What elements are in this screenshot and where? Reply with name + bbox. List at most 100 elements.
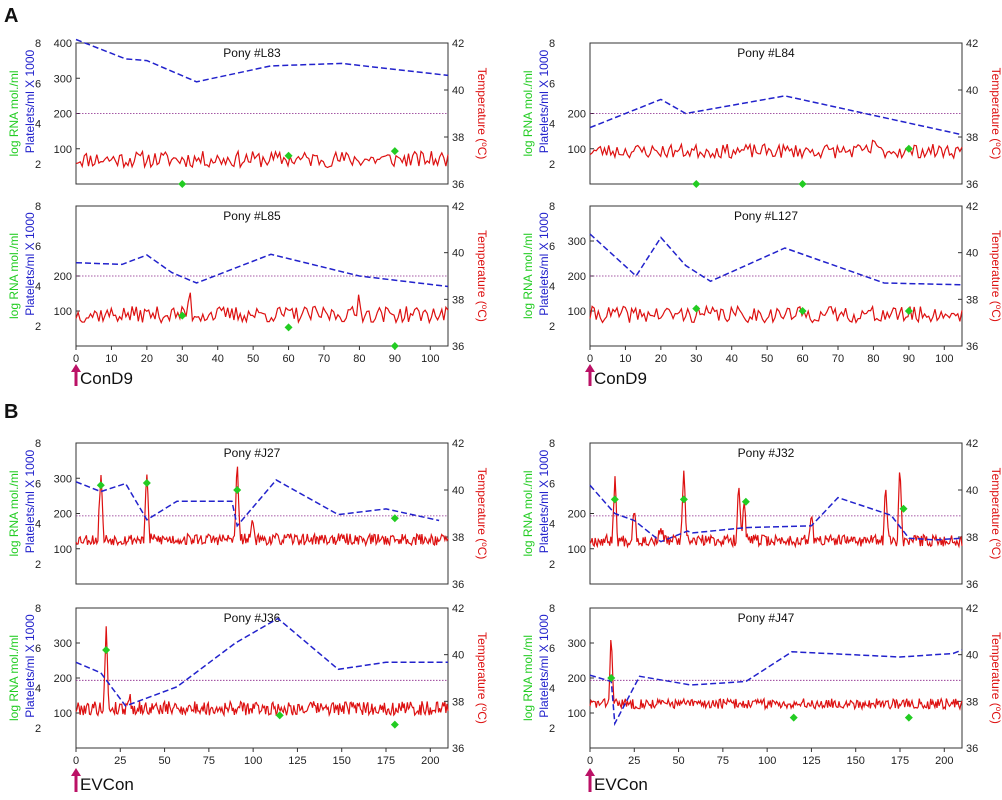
rna-point — [679, 495, 688, 504]
rna-point — [390, 514, 399, 523]
x-tick-label: 100 — [758, 755, 776, 767]
rna-point — [284, 151, 293, 160]
x-tick-label: 80 — [867, 353, 879, 365]
x-tick-label: 25 — [628, 755, 640, 767]
chart-title: Pony #J47 — [738, 611, 795, 625]
platelet-series-line — [589, 484, 963, 543]
rna-axis-label: log RNA mol./ml — [521, 70, 535, 156]
platelet-tick-label: 200 — [54, 271, 72, 283]
rna-tick-label: 6 — [35, 241, 41, 253]
rna-tick-label: 2 — [35, 321, 41, 333]
temperature-tick-label: 38 — [452, 696, 464, 708]
x-tick-label: 90 — [903, 353, 915, 365]
rna-point — [275, 711, 284, 720]
start-arrow-head — [585, 364, 595, 372]
chart-panel: Pony #L85 2 4 6 8 100 200 36 38 40 42 0 10 20 30 40 50 60… — [7, 201, 490, 365]
platelet-series-line — [589, 649, 963, 727]
platelet-tick-label: 100 — [568, 144, 586, 156]
rna-point — [607, 674, 616, 682]
platelet-axis-label: Platelets/ml X 1000 — [537, 212, 551, 316]
temperature-tick-label: 40 — [452, 248, 464, 260]
platelet-tick-label: 100 — [568, 708, 586, 720]
platelet-axis-label: Platelets/ml X 1000 — [537, 49, 551, 153]
chart-title: Pony #J32 — [738, 446, 795, 460]
plot-frame — [589, 442, 963, 585]
x-tick-label: 20 — [141, 353, 153, 365]
rna-tick-label: 4 — [549, 119, 555, 131]
x-tick-label: 125 — [288, 755, 306, 767]
start-marker-label: EVCon — [80, 775, 134, 794]
x-tick-label: 70 — [832, 353, 844, 365]
temperature-tick-label: 38 — [966, 532, 978, 544]
chart-title: Pony #L85 — [223, 209, 281, 223]
platelet-series-line — [589, 233, 963, 286]
temperature-tick-label: 38 — [966, 294, 978, 306]
chart-panel: Pony #J47 2 4 6 8 100 200 300 36 38 40 42 0 25 50 75 100… — [521, 603, 1002, 767]
rna-point — [284, 323, 293, 332]
platelet-tick-label: 300 — [54, 638, 72, 650]
rna-tick-label: 2 — [35, 159, 41, 171]
platelet-tick-label: 100 — [568, 544, 586, 556]
temperature-tick-label: 42 — [452, 38, 464, 50]
platelet-tick-label: 200 — [568, 109, 586, 121]
rna-point — [390, 147, 399, 156]
x-tick-label: 10 — [619, 353, 631, 365]
platelet-tick-label: 200 — [54, 673, 72, 685]
rna-tick-label: 4 — [35, 519, 41, 531]
platelet-tick-label: 200 — [568, 509, 586, 521]
platelet-axis-label: Platelets/ml X 1000 — [23, 212, 37, 316]
rna-tick-label: 8 — [549, 38, 555, 50]
chart-panel: Pony #L127 2 4 6 8 100 200 300 36 38 40 42 0 10 20 30 40… — [521, 201, 1002, 365]
x-tick-label: 20 — [655, 353, 667, 365]
x-tick-label: 40 — [212, 353, 224, 365]
platelet-series-line — [75, 38, 449, 83]
x-tick-label: 10 — [105, 353, 117, 365]
platelet-axis-label: Platelets/ml X 1000 — [23, 449, 37, 553]
rna-axis-label: log RNA mol./ml — [521, 470, 535, 556]
rna-point — [904, 307, 913, 315]
rna-tick-label: 6 — [549, 78, 555, 90]
chart-panel: Pony #L84 2 4 6 8 100 200 36 38 40 42 log RNA mol./… — [521, 38, 1002, 191]
x-tick-label: 200 — [935, 755, 953, 767]
x-tick-label: 0 — [587, 755, 593, 767]
rna-axis-label: log RNA mol./ml — [7, 635, 21, 721]
rna-point — [798, 180, 807, 188]
plot-frame — [75, 607, 449, 749]
rna-point — [178, 311, 187, 320]
temperature-tick-label: 42 — [452, 438, 464, 450]
temperature-series-line — [589, 304, 963, 324]
rna-tick-label: 6 — [35, 78, 41, 90]
rna-tick-label: 2 — [35, 723, 41, 735]
platelet-axis-label: Platelets/ml X 1000 — [23, 49, 37, 153]
platelet-series-line — [75, 253, 449, 288]
start-arrow-head — [585, 768, 595, 776]
x-tick-label: 150 — [333, 755, 351, 767]
rna-tick-label: 8 — [549, 438, 555, 450]
platelet-tick-label: 100 — [54, 708, 72, 720]
temperature-series-line — [589, 470, 963, 549]
chart-title: Pony #L127 — [734, 209, 798, 223]
rna-tick-label: 4 — [549, 519, 555, 531]
x-tick-label: 25 — [114, 755, 126, 767]
rna-tick-label: 6 — [549, 643, 555, 655]
x-tick-label: 0 — [73, 353, 79, 365]
temperature-axis-label: Temperature (oC) — [475, 632, 490, 724]
x-tick-label: 50 — [158, 755, 170, 767]
chart-title: Pony #L84 — [737, 46, 795, 60]
temperature-axis-label: Temperature (oC) — [989, 468, 1002, 560]
platelet-tick-label: 200 — [54, 509, 72, 521]
x-tick-label: 60 — [796, 353, 808, 365]
rna-point — [178, 180, 187, 188]
temperature-series-line — [589, 639, 963, 712]
chart-title: Pony #J27 — [224, 446, 281, 460]
rna-tick-label: 8 — [35, 438, 41, 450]
temperature-axis-label: Temperature (oC) — [989, 632, 1002, 724]
section-b-label: B — [4, 401, 18, 423]
start-arrow-head — [71, 768, 81, 776]
temperature-tick-label: 42 — [966, 201, 978, 213]
temperature-tick-label: 36 — [452, 341, 464, 353]
x-tick-label: 70 — [318, 353, 330, 365]
platelet-axis-label: Platelets/ml X 1000 — [537, 449, 551, 553]
